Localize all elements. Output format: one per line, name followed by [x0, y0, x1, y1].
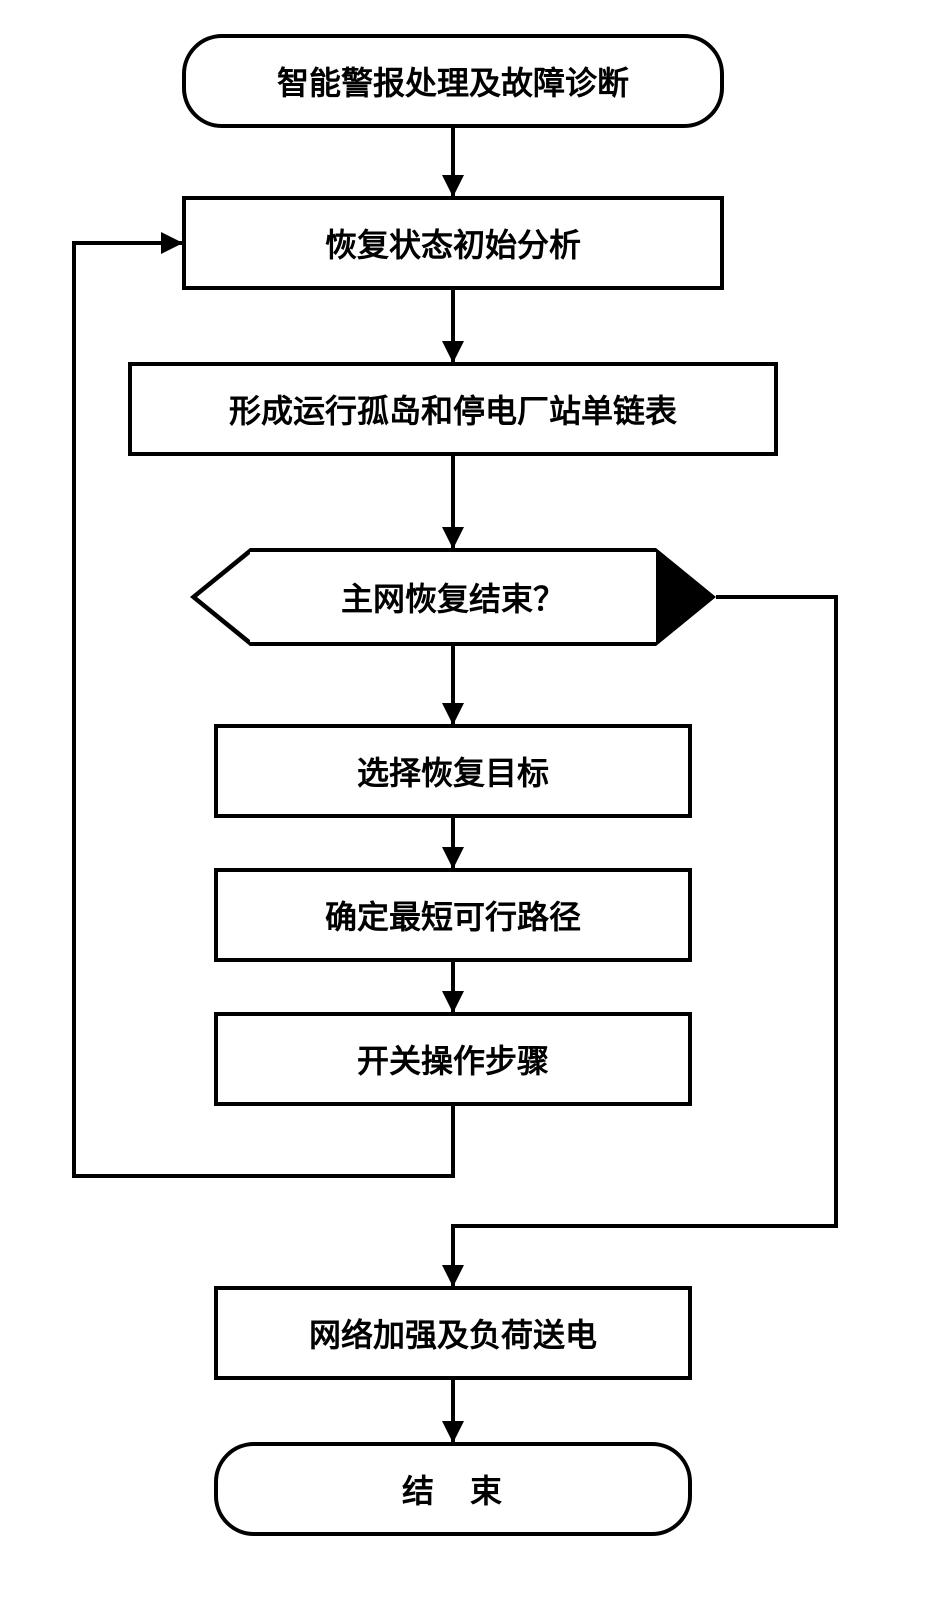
node-label: 恢复状态初始分析	[325, 220, 581, 266]
node-label: 智能警报处理及故障诊断	[277, 58, 629, 104]
process-select-target: 选择恢复目标	[214, 724, 692, 818]
node-label: 主网恢复结束？	[341, 574, 565, 620]
node-label: 网络加强及负荷送电	[309, 1310, 597, 1356]
node-label: 形成运行孤岛和停电厂站单链表	[229, 386, 677, 432]
node-label: 确定最短可行路径	[325, 892, 581, 938]
process-init-analysis: 恢复状态初始分析	[182, 196, 724, 290]
end-terminator: 结 束	[214, 1442, 692, 1536]
process-shortest-path: 确定最短可行路径	[214, 868, 692, 962]
decision-main-restore-done: 主网恢复结束？	[250, 548, 656, 646]
process-switch-steps: 开关操作步骤	[214, 1012, 692, 1106]
node-label: 开关操作步骤	[357, 1036, 549, 1082]
start-terminator: 智能警报处理及故障诊断	[182, 34, 724, 128]
node-label: 结 束	[402, 1466, 504, 1512]
node-label: 选择恢复目标	[357, 748, 549, 794]
process-form-island-list: 形成运行孤岛和停电厂站单链表	[128, 362, 778, 456]
process-network-reinforce: 网络加强及负荷送电	[214, 1286, 692, 1380]
